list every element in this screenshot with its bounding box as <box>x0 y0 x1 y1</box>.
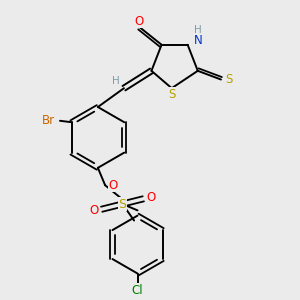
Text: S: S <box>225 73 233 86</box>
Text: Cl: Cl <box>132 284 143 297</box>
Text: H: H <box>194 25 202 35</box>
Text: O: O <box>89 204 98 217</box>
Text: Br: Br <box>42 114 55 127</box>
Text: S: S <box>169 88 176 101</box>
Text: O: O <box>135 14 144 28</box>
Text: N: N <box>194 34 202 47</box>
Text: S: S <box>118 197 127 211</box>
Text: O: O <box>109 179 118 192</box>
Text: O: O <box>147 191 156 204</box>
Text: H: H <box>112 76 120 86</box>
